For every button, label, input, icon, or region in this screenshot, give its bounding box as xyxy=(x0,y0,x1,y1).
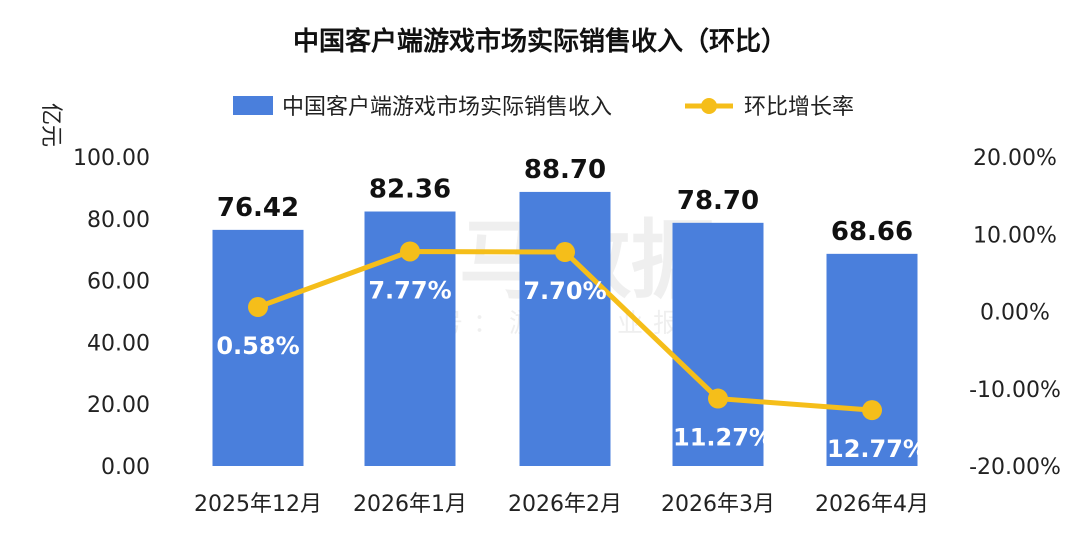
legend: 中国客户端游戏市场实际销售收入 环比增长率 xyxy=(233,95,854,120)
growth-value-label: -12.77% xyxy=(817,435,927,463)
bar xyxy=(519,191,611,467)
growth-point xyxy=(400,241,420,262)
category-label: 2026年1月 xyxy=(353,492,467,517)
left-tick-label: 80.00 xyxy=(87,208,150,233)
right-tick-label: -20.00% xyxy=(969,455,1061,480)
chart-title: 中国客户端游戏市场实际销售收入（环比） xyxy=(293,26,787,57)
growth-value-label: 0.58% xyxy=(216,332,299,360)
category-label: 2026年3月 xyxy=(661,492,775,517)
left-tick-label: 0.00 xyxy=(101,455,150,480)
left-tick-label: 20.00 xyxy=(87,393,150,418)
left-tick-label: 100.00 xyxy=(73,146,150,171)
bar xyxy=(212,229,304,466)
bar xyxy=(672,222,764,466)
growth-value-label: 7.77% xyxy=(368,276,451,304)
legend-bar-swatch xyxy=(233,96,273,115)
bar-value-label: 78.70 xyxy=(677,186,759,216)
category-label: 2025年12月 xyxy=(194,492,322,517)
growth-point xyxy=(708,388,728,409)
left-tick-label: 40.00 xyxy=(87,331,150,356)
left-tick-label: 60.00 xyxy=(87,270,150,295)
category-label: 2026年2月 xyxy=(508,492,622,517)
bar-labels: 76.42 82.36 88.70 78.70 68.66 xyxy=(217,155,913,247)
growth-point xyxy=(555,242,575,263)
left-axis-ticks: 0.00 20.00 40.00 60.00 80.00 100.00 xyxy=(73,146,150,480)
legend-bar-label: 中国客户端游戏市场实际销售收入 xyxy=(282,95,612,120)
growth-line-layer: 0.58% 7.77% 7.70% -11.27% -12.77% xyxy=(216,241,927,463)
right-tick-label: -10.00% xyxy=(969,378,1061,403)
right-tick-label: 10.00% xyxy=(973,223,1057,248)
bar-value-label: 82.36 xyxy=(369,175,451,205)
bars xyxy=(212,191,918,467)
growth-point xyxy=(248,297,268,318)
growth-value-label: 7.70% xyxy=(523,277,606,305)
bar-value-label: 68.66 xyxy=(831,217,913,247)
y-axis-label: 亿元 xyxy=(38,103,63,147)
bar-value-label: 88.70 xyxy=(524,155,606,185)
legend-line-marker xyxy=(701,98,717,114)
right-axis-ticks: -20.00% -10.00% 0.00% 10.00% 20.00% xyxy=(969,146,1061,480)
category-labels: 2025年12月 2026年1月 2026年2月 2026年3月 2026年4月 xyxy=(194,492,929,517)
legend-line-label: 环比增长率 xyxy=(744,95,854,120)
right-tick-label: 0.00% xyxy=(980,301,1050,326)
category-label: 2026年4月 xyxy=(815,492,929,517)
bar-value-label: 76.42 xyxy=(217,193,299,223)
growth-value-label: -11.27% xyxy=(663,424,773,452)
right-tick-label: 20.00% xyxy=(973,146,1057,171)
growth-point xyxy=(862,400,882,421)
bar xyxy=(826,253,918,466)
